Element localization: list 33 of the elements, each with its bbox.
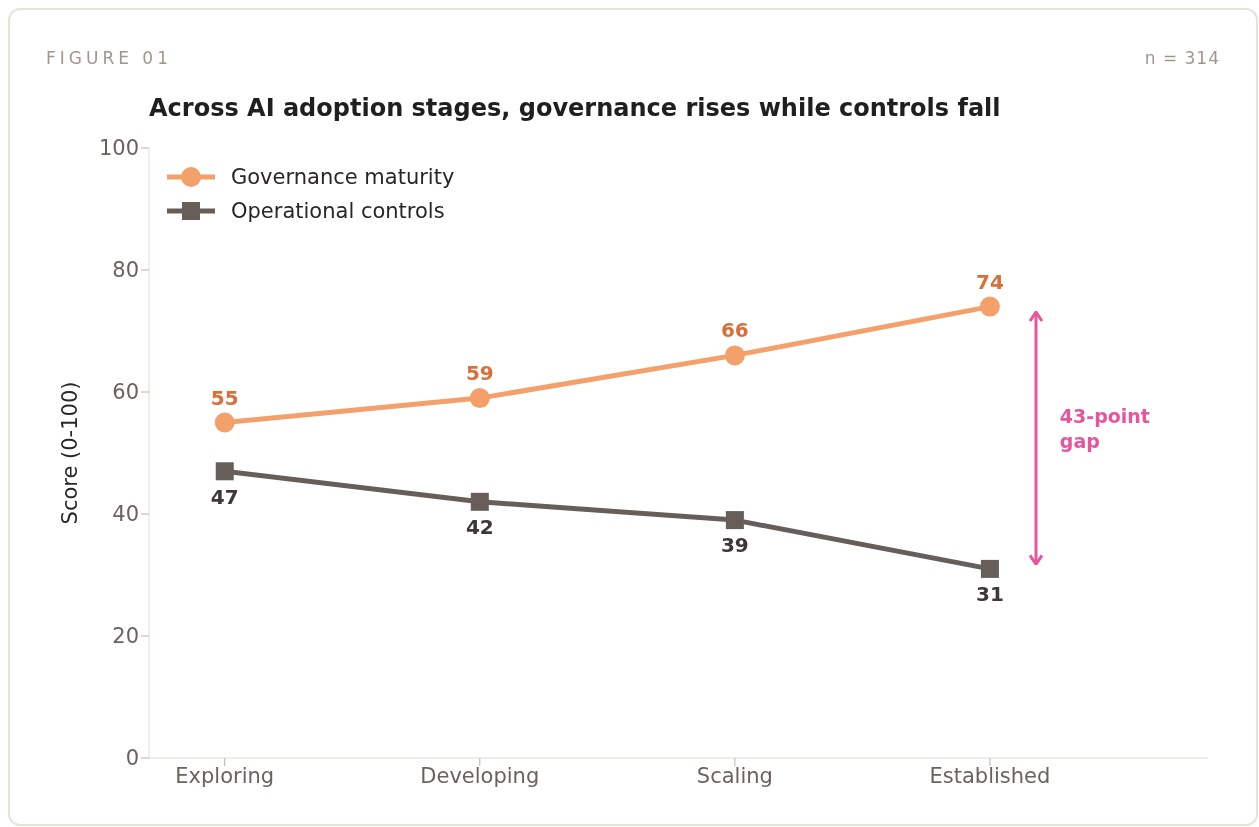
data-label: 31 [976,582,1004,607]
y-tick-label: 100 [98,136,139,161]
y-tick-label: 0 [125,746,139,771]
y-tick-label: 20 [112,624,139,649]
point [470,492,489,511]
annotation: 43-point gap [1059,403,1151,454]
data-label: 74 [976,269,1004,294]
data-label: 47 [210,484,239,509]
data-label: 39 [720,533,749,558]
y-tick-label: 80 [112,258,139,283]
x-tick-label: Scaling [696,763,773,788]
y-tick-label: 60 [112,380,139,405]
data-label: 55 [210,385,239,410]
legend-label: Operational controls [231,199,445,223]
text: n = 314 [1144,48,1220,68]
point [724,345,745,366]
caption: FIGURE 01 [46,48,172,68]
point [214,412,235,433]
point [980,559,999,578]
point [725,511,744,530]
point [979,296,1000,317]
point [469,388,490,409]
x-tick-label: Developing [420,763,540,788]
y-axis-title: Score (0-100) [58,381,82,525]
point [215,462,234,481]
legend-label: Governance maturity [231,165,455,189]
data-label: 59 [465,361,494,386]
data-label: 66 [720,318,749,343]
data-label: 42 [465,515,494,539]
y-tick-label: 40 [112,502,139,527]
x-tick-label: Exploring [175,763,275,788]
x-tick-label: Established [929,763,1051,788]
chart-title: Across AI adoption stages, governance rises while controls fall [149,94,1001,122]
